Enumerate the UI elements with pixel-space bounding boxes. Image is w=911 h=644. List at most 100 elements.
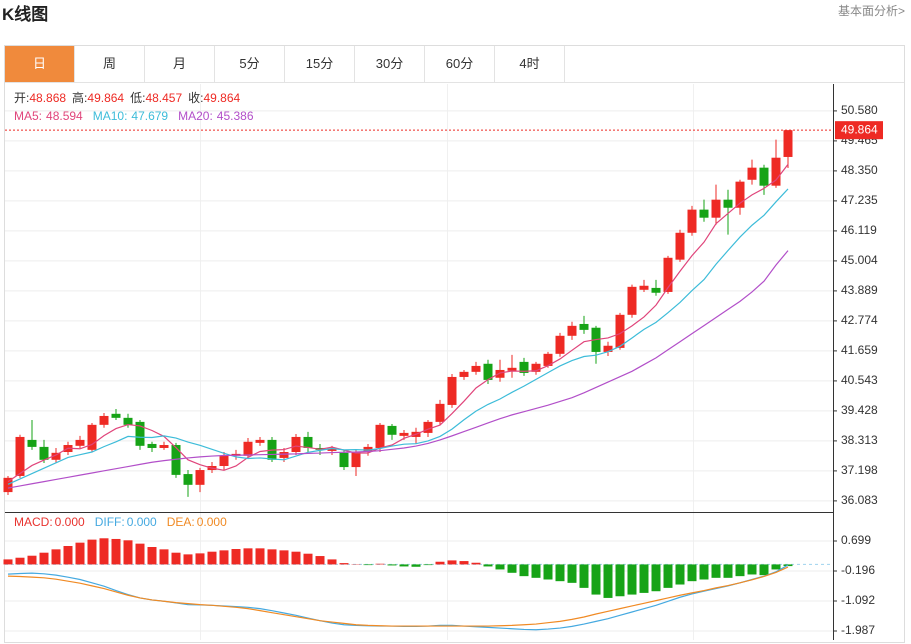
candle-body bbox=[687, 209, 697, 233]
macd-bar bbox=[735, 564, 745, 577]
candle-body bbox=[243, 441, 253, 456]
period-tab[interactable]: 30分 bbox=[355, 46, 425, 82]
macd-bar bbox=[87, 539, 97, 565]
candle-body bbox=[375, 424, 385, 448]
y-tick-label: 40.543 bbox=[841, 373, 878, 387]
candle-body bbox=[627, 286, 637, 315]
candle-body bbox=[87, 424, 97, 450]
macd-bar bbox=[243, 548, 253, 565]
macd-bar bbox=[75, 542, 85, 565]
candle-body bbox=[651, 287, 661, 293]
macd-bar bbox=[759, 564, 769, 576]
candle-body bbox=[15, 436, 25, 476]
macd-bar bbox=[195, 553, 205, 565]
macd-bar bbox=[363, 564, 373, 566]
legend-value: 0.000 bbox=[197, 515, 227, 529]
candle-body bbox=[159, 445, 169, 448]
legend-label: DIFF: bbox=[95, 515, 125, 529]
legend-value: 48.594 bbox=[46, 109, 83, 123]
candle-body bbox=[603, 345, 613, 352]
period-tab[interactable]: 4时 bbox=[495, 46, 565, 82]
macd-bar bbox=[399, 564, 409, 567]
period-tab[interactable]: 日 bbox=[5, 46, 75, 82]
legend-value: 0.000 bbox=[55, 515, 85, 529]
period-tab[interactable]: 周 bbox=[75, 46, 145, 82]
macd-bar bbox=[747, 564, 757, 575]
macd-bar bbox=[255, 548, 265, 565]
macd-bar bbox=[531, 564, 541, 578]
legend-label: MA5: bbox=[14, 109, 42, 123]
legend-label: MA10: bbox=[93, 109, 128, 123]
macd-bar bbox=[543, 564, 553, 580]
macd-bar bbox=[423, 564, 433, 566]
macd-bar bbox=[327, 559, 337, 565]
macd-bar bbox=[627, 564, 637, 595]
candle-body bbox=[399, 432, 409, 436]
macd-bar bbox=[579, 564, 589, 588]
y-tick-label: -1.987 bbox=[841, 623, 875, 637]
macd-bar bbox=[483, 564, 493, 567]
candle-body bbox=[123, 417, 133, 425]
candle-body bbox=[783, 130, 793, 157]
readout-label: 收: bbox=[188, 91, 203, 105]
candle-body bbox=[531, 363, 541, 372]
candle-body bbox=[303, 436, 313, 448]
macd-bar bbox=[3, 559, 13, 565]
candle-body bbox=[507, 367, 517, 371]
y-tick-label: 0.699 bbox=[841, 533, 871, 547]
legend-label: MACD: bbox=[14, 515, 53, 529]
macd-bar bbox=[567, 564, 577, 583]
macd-bar bbox=[207, 551, 217, 565]
macd-bar bbox=[603, 564, 613, 598]
macd-bar bbox=[639, 564, 649, 593]
readout-label: 高: bbox=[72, 90, 87, 105]
macd-bar bbox=[339, 563, 349, 565]
candle-body bbox=[483, 363, 493, 380]
y-tick-label: 36.083 bbox=[841, 493, 878, 507]
candle-body bbox=[171, 445, 181, 475]
candle-body bbox=[135, 421, 145, 446]
candle-body bbox=[759, 167, 769, 186]
macd-bar bbox=[771, 564, 781, 570]
macd-bar bbox=[123, 540, 133, 565]
macd-bar bbox=[495, 564, 505, 570]
macd-bar bbox=[471, 562, 481, 565]
macd-bar bbox=[651, 564, 661, 592]
ma-line bbox=[7, 250, 789, 489]
macd-bar bbox=[279, 550, 289, 565]
period-tab[interactable]: 月 bbox=[145, 46, 215, 82]
macd-bar bbox=[591, 564, 601, 595]
readout-label: 低: bbox=[130, 91, 145, 105]
candle-body bbox=[663, 257, 673, 292]
fundamental-link[interactable]: 基本面分析> bbox=[837, 4, 905, 18]
candle-body bbox=[75, 439, 85, 446]
period-tabs: 日周月 5分 15分 30分 60分 4时 bbox=[5, 46, 565, 82]
macd-bar bbox=[39, 552, 49, 565]
candle-body bbox=[771, 157, 781, 186]
period-tab[interactable]: 5分 bbox=[215, 46, 285, 82]
period-tab[interactable]: 60分 bbox=[425, 46, 495, 82]
candle-body bbox=[423, 421, 433, 433]
macd-bar bbox=[219, 550, 229, 565]
candle-body bbox=[495, 369, 505, 378]
macd-bar bbox=[447, 560, 457, 565]
candle-body bbox=[723, 199, 733, 208]
candle-body bbox=[435, 403, 445, 422]
macd-bar bbox=[183, 554, 193, 565]
macd-bar bbox=[387, 564, 397, 566]
candle-body bbox=[471, 365, 481, 372]
period-tab[interactable]: 15分 bbox=[285, 46, 355, 82]
candle-body bbox=[99, 415, 109, 425]
readout-value: 48.868 bbox=[29, 91, 66, 105]
candle-body bbox=[291, 436, 301, 453]
candle-body bbox=[519, 361, 529, 373]
macd-bar bbox=[315, 556, 325, 565]
macd-bar bbox=[555, 564, 565, 582]
macd-bar bbox=[711, 564, 721, 578]
candle-body bbox=[363, 446, 373, 453]
y-tick-label: 41.659 bbox=[841, 343, 878, 357]
candle-body bbox=[459, 371, 469, 377]
candle-body bbox=[675, 232, 685, 260]
ma-line bbox=[7, 188, 789, 485]
